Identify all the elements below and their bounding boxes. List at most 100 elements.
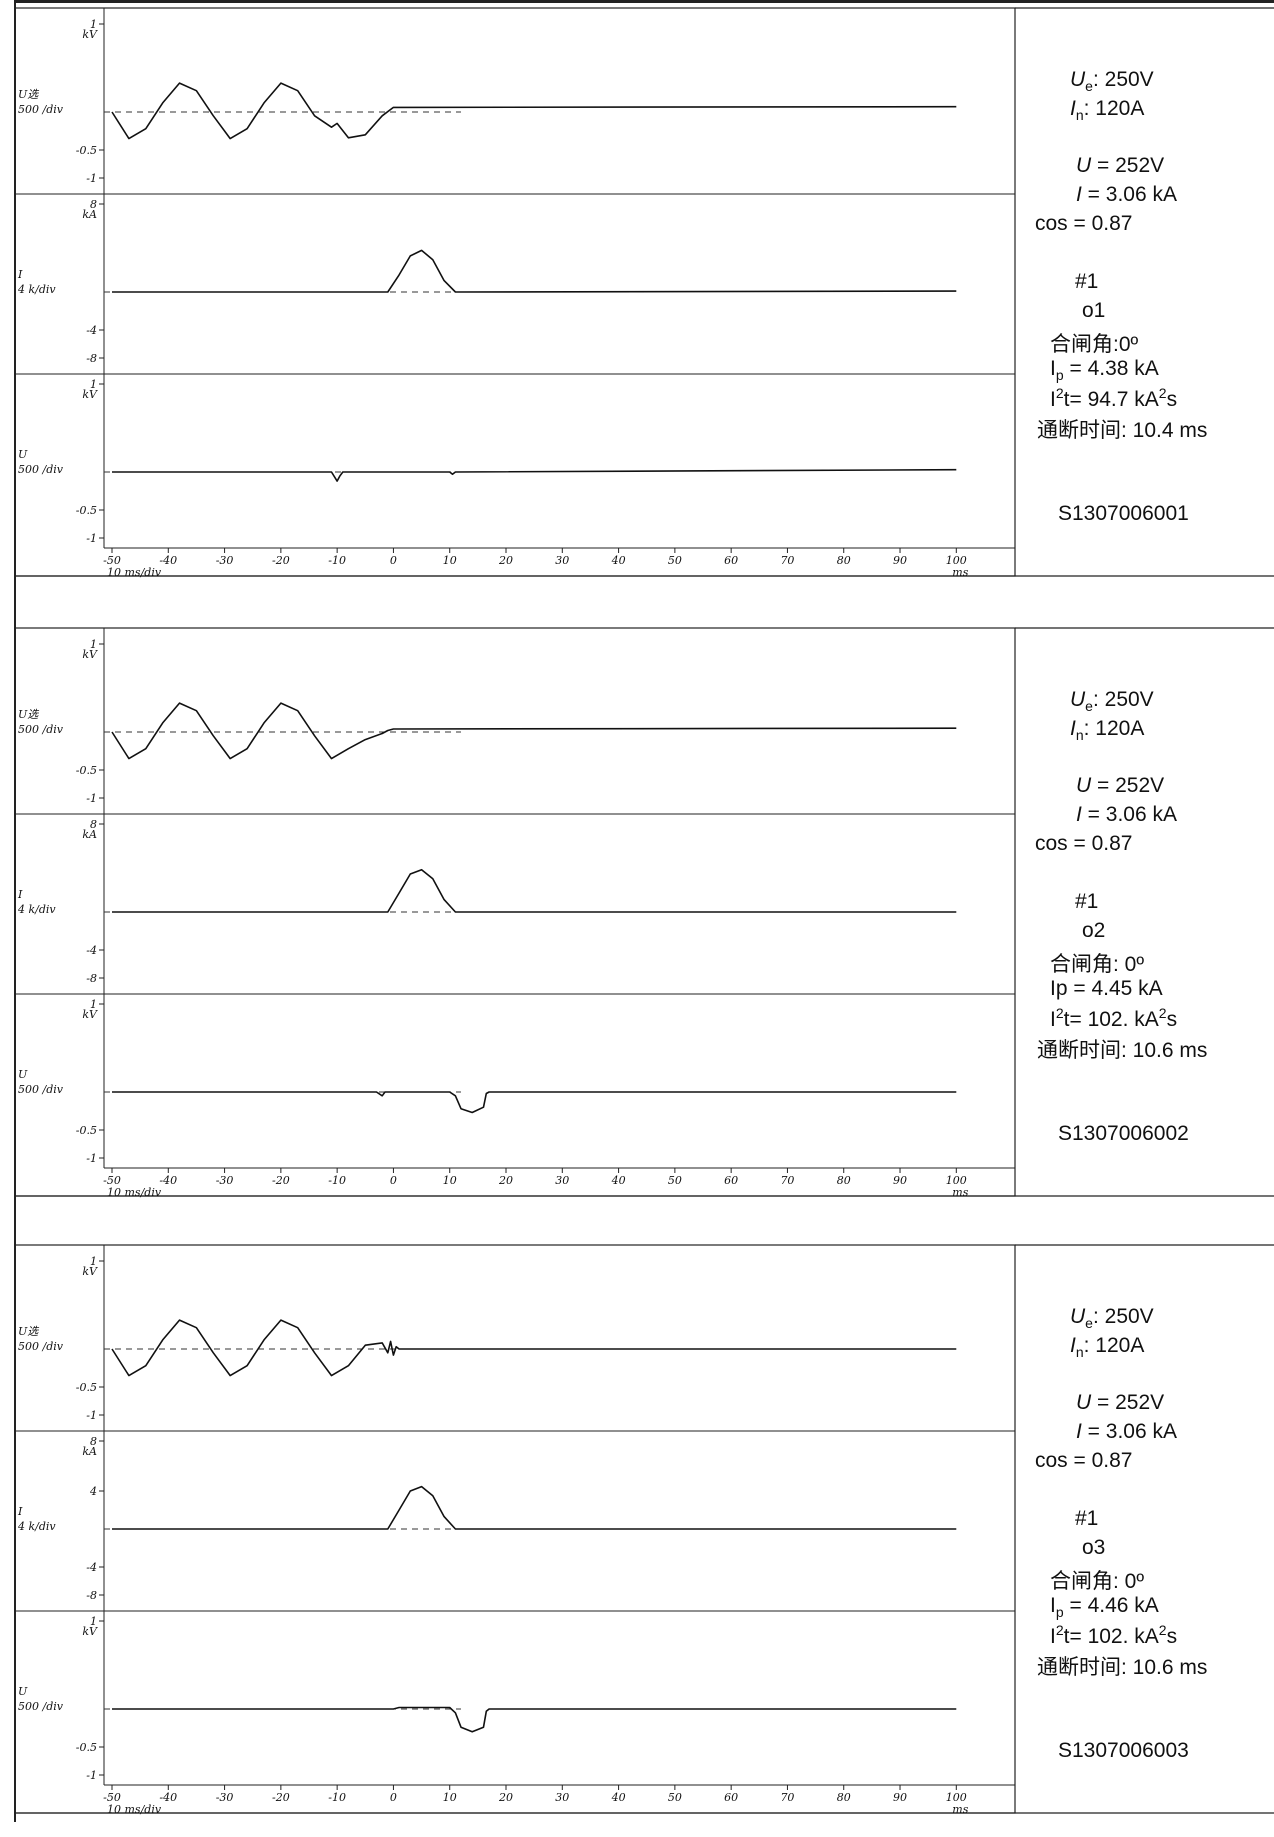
y-tick-label: 8 xyxy=(90,818,97,831)
y-tick-label: 8 xyxy=(90,198,97,211)
test-voltage: U = 252V xyxy=(1076,154,1165,177)
x-tick-label: 90 xyxy=(893,554,907,567)
power-factor: cos = 0.87 xyxy=(1035,212,1133,235)
break-time: 通断时间: 10.6 ms xyxy=(1037,1656,1208,1679)
x-tick-label: 10 xyxy=(443,1791,457,1804)
y-tick-label: -8 xyxy=(86,1589,97,1602)
let-through-energy: I2t= 102. kA2s xyxy=(1050,1005,1178,1031)
x-tick-label: 100 xyxy=(946,1791,967,1804)
x-tick-label: 70 xyxy=(780,1174,794,1187)
x-tick-label: 10 xyxy=(443,554,457,567)
rated-voltage: Ue: 250V xyxy=(1070,688,1154,715)
x-tick-label: -40 xyxy=(159,1791,177,1804)
y-tick-label: -0.5 xyxy=(76,1124,97,1137)
rated-current: In: 120A xyxy=(1070,717,1145,744)
channel-name: U xyxy=(18,1685,28,1698)
x-tick-label: 70 xyxy=(780,1791,794,1804)
y-tick-label: 1 xyxy=(90,1255,97,1268)
x-tick-label: 0 xyxy=(390,1174,397,1187)
x-tick-label: 80 xyxy=(837,1791,851,1804)
x-div-label: 10 ms/div xyxy=(107,566,162,579)
y-tick-label: -4 xyxy=(86,944,97,957)
y-tick-label: 1 xyxy=(90,638,97,651)
break-time: 通断时间: 10.6 ms xyxy=(1037,1039,1208,1062)
x-unit-label: ms xyxy=(952,1186,968,1199)
y-unit-label: kV xyxy=(82,1625,98,1638)
rated-current: In: 120A xyxy=(1070,97,1145,124)
channel-name: I xyxy=(17,888,23,901)
rated-voltage: Ue: 250V xyxy=(1070,1305,1154,1332)
power-factor: cos = 0.87 xyxy=(1035,832,1133,855)
channel-scale: 500 /div xyxy=(18,103,64,116)
channel-scale: 500 /div xyxy=(18,1083,64,1096)
test-current: I = 3.06 kA xyxy=(1076,803,1177,826)
y-unit-label: kV xyxy=(82,1265,98,1278)
channel-name: I xyxy=(17,268,23,281)
waveform-trace xyxy=(112,249,957,293)
x-tick-label: -50 xyxy=(103,1791,121,1804)
y-unit-label: kA xyxy=(82,828,97,841)
waveform-trace xyxy=(112,1706,957,1733)
waveform-trace xyxy=(112,1485,957,1530)
channel-scale: 4 k/div xyxy=(17,283,56,296)
y-unit-label: kV xyxy=(82,388,98,401)
waveform-trace xyxy=(112,1091,957,1114)
peak-current: Ip = 4.45 kA xyxy=(1050,977,1163,1000)
y-tick-label: 1 xyxy=(90,998,97,1011)
channel-scale: 4 k/div xyxy=(17,1520,56,1533)
x-tick-label: 90 xyxy=(893,1174,907,1187)
x-tick-label: -20 xyxy=(272,554,290,567)
closing-angle: 合闸角: 0º xyxy=(1050,953,1145,976)
x-tick-label: -10 xyxy=(328,1174,346,1187)
x-tick-label: -20 xyxy=(272,1174,290,1187)
x-unit-label: ms xyxy=(952,1803,968,1816)
oscillogram-1: 1 -0.5 -1 kV U选 500 /div 8 -4 -8 kA I 4 k/div 1 -0.5 -… xyxy=(14,7,1274,579)
record-id: S1307006001 xyxy=(1058,502,1189,525)
y-tick-label: -4 xyxy=(86,1561,97,1574)
break-time: 通断时间: 10.4 ms xyxy=(1037,419,1208,442)
y-tick-label: -1 xyxy=(86,532,97,545)
operation-label: o1 xyxy=(1082,299,1106,322)
y-tick-label: -4 xyxy=(86,324,97,337)
channel-name: I xyxy=(17,1505,23,1518)
x-tick-label: -50 xyxy=(103,1174,121,1187)
channel-scale: 500 /div xyxy=(18,1700,64,1713)
x-tick-label: -40 xyxy=(159,1174,177,1187)
x-tick-label: -40 xyxy=(159,554,177,567)
x-tick-label: 50 xyxy=(668,1174,682,1187)
x-tick-label: 40 xyxy=(611,1791,626,1804)
y-tick-label: -8 xyxy=(86,972,97,985)
waveform-trace xyxy=(112,868,957,913)
peak-current: Ip = 4.46 kA xyxy=(1050,1594,1159,1621)
closing-angle: 合闸角:0º xyxy=(1050,333,1139,356)
y-tick-label: 1 xyxy=(90,18,97,31)
sample-number: #1 xyxy=(1075,1507,1099,1530)
record-id: S1307006003 xyxy=(1058,1739,1189,1762)
y-unit-label: kV xyxy=(82,28,98,41)
x-tick-label: 40 xyxy=(611,554,626,567)
x-tick-label: -10 xyxy=(328,554,346,567)
oscillogram-2: 1 -0.5 -1 kV U选 500 /div 8 -4 -8 kA I 4 k/div 1 -0.5 -… xyxy=(14,627,1274,1199)
x-tick-label: 0 xyxy=(390,1791,397,1804)
y-tick-label: -1 xyxy=(86,792,97,805)
y-tick-label: -0.5 xyxy=(76,504,97,517)
x-tick-label: 10 xyxy=(443,1174,457,1187)
x-tick-label: 30 xyxy=(555,1174,569,1187)
x-tick-label: 20 xyxy=(498,1791,513,1804)
record-id: S1307006002 xyxy=(1058,1122,1189,1145)
channel-scale: 500 /div xyxy=(18,463,64,476)
test-current: I = 3.06 kA xyxy=(1076,183,1177,206)
channel-scale: 500 /div xyxy=(18,1340,64,1353)
x-tick-label: 90 xyxy=(893,1791,907,1804)
x-tick-label: 0 xyxy=(390,554,397,567)
waveform-trace xyxy=(112,468,957,482)
y-tick-label: -8 xyxy=(86,352,97,365)
x-tick-label: 30 xyxy=(555,1791,569,1804)
x-tick-label: -10 xyxy=(328,1791,346,1804)
x-tick-label: 40 xyxy=(611,1174,626,1187)
let-through-energy: I2t= 94.7 kA2s xyxy=(1050,385,1178,411)
y-tick-label: -1 xyxy=(86,1152,97,1165)
x-tick-label: 60 xyxy=(724,1174,738,1187)
x-div-label: 10 ms/div xyxy=(107,1803,162,1816)
x-tick-label: -30 xyxy=(216,1791,234,1804)
